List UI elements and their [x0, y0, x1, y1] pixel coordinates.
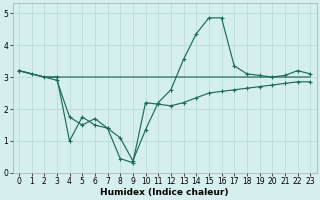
X-axis label: Humidex (Indice chaleur): Humidex (Indice chaleur)	[100, 188, 229, 197]
